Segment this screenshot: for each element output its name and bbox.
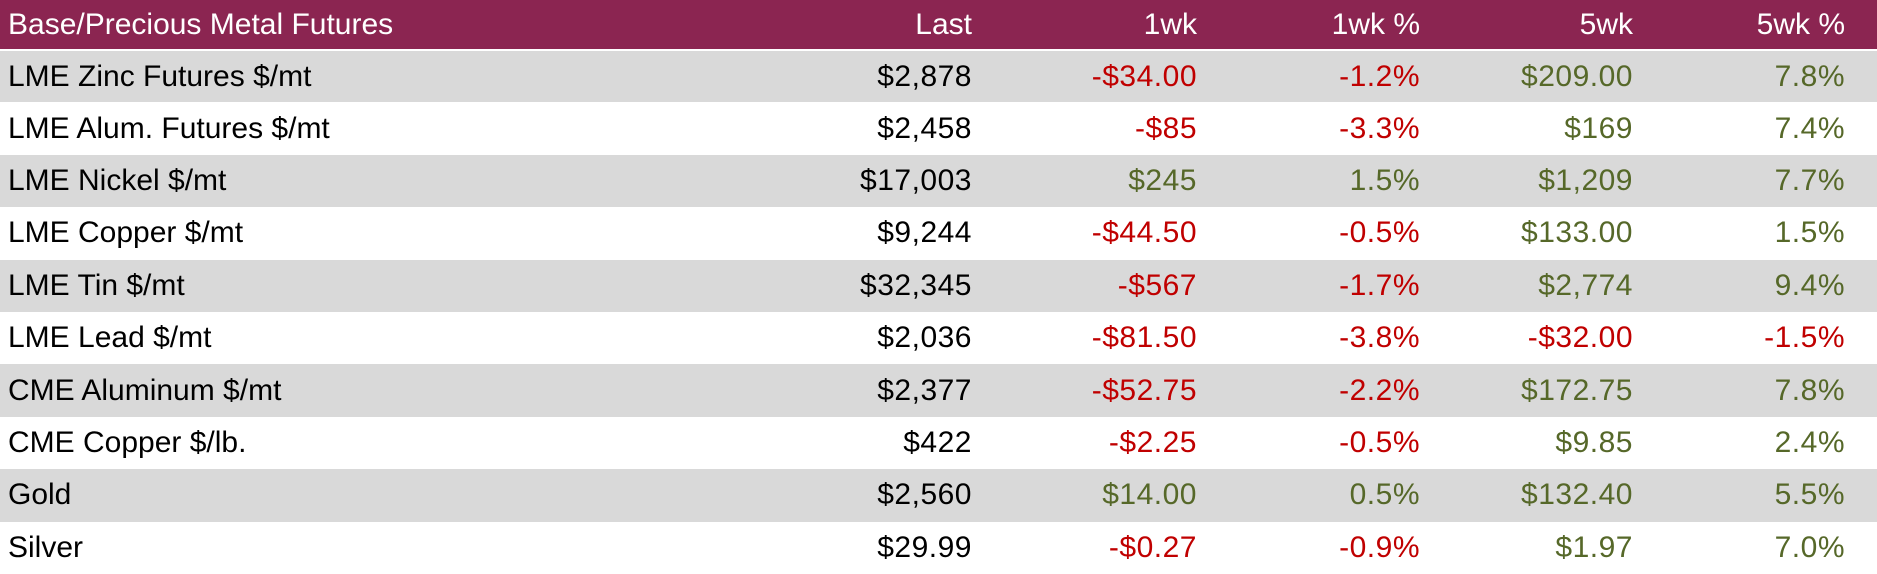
column-header-last: Last (700, 0, 972, 51)
last-value: $29.99 (877, 530, 972, 564)
wk5-change: $133.00 (1521, 216, 1633, 250)
row-label: LME Zinc Futures $/mt (8, 59, 312, 93)
wk1-percent: 0.5% (1349, 478, 1420, 512)
wk5-percent: 7.7% (1774, 163, 1845, 197)
wk5-change: -$32.00 (1527, 321, 1633, 355)
table-row: LME Nickel $/mt $17,003 $245 1.5% $1,209 7.7% (0, 154, 1877, 208)
table-row: LME Lead $/mt $2,036 -$81.50 -3.8% -$32.00 -1… (0, 311, 1877, 365)
row-label: LME Nickel $/mt (8, 163, 227, 197)
wk5-percent: 7.8% (1774, 373, 1845, 407)
row-label: CME Copper $/lb. (8, 425, 247, 459)
wk5-percent: 9.4% (1774, 268, 1845, 302)
wk1-change: -$44.50 (1091, 216, 1197, 250)
table-row: LME Tin $/mt $32,345 -$567 -1.7% $2,774 9.4% (0, 259, 1877, 312)
header-row: Base/Precious Metal Futures Last 1wk 1wk… (0, 0, 1877, 51)
wk5-change: $1.97 (1555, 530, 1633, 564)
wk1-percent: -3.3% (1339, 111, 1420, 145)
wk5-change: $172.75 (1521, 373, 1633, 407)
wk5-change: $132.40 (1521, 478, 1633, 512)
row-label: LME Alum. Futures $/mt (8, 111, 330, 145)
last-value: $2,878 (877, 59, 972, 93)
wk5-change: $2,774 (1538, 268, 1633, 302)
row-label: LME Copper $/mt (8, 216, 244, 250)
table-row: LME Copper $/mt $9,244 -$44.50 -0.5% $133.00… (0, 207, 1877, 260)
wk1-change: -$0.27 (1108, 530, 1197, 564)
wk1-change: -$85 (1134, 111, 1197, 145)
table-row: Gold $2,560 $14.00 0.5% $132.40 5.5% (0, 469, 1877, 522)
table-body: LME Zinc Futures $/mt $2,878 -$34.00 -1.2% $… (0, 50, 1877, 574)
wk5-percent: 7.8% (1774, 59, 1845, 93)
wk5-change: $169 (1564, 111, 1633, 145)
column-header-5wk: 5wk (1420, 0, 1633, 51)
last-value: $2,036 (877, 321, 972, 355)
last-value: $2,377 (877, 373, 972, 407)
row-label: LME Tin $/mt (8, 268, 185, 302)
wk1-change: -$2.25 (1108, 425, 1197, 459)
table-row: Silver $29.99 -$0.27 -0.9% $1.97 7.0% (0, 521, 1877, 574)
column-header-5wk-pct: 5wk % (1633, 0, 1877, 51)
last-value: $17,003 (860, 163, 972, 197)
row-label: LME Lead $/mt (8, 321, 212, 355)
row-label: Silver (8, 530, 84, 564)
wk1-percent: -2.2% (1339, 373, 1420, 407)
wk5-percent: 2.4% (1774, 425, 1845, 459)
wk1-change: $245 (1128, 163, 1197, 197)
wk5-percent: 7.0% (1774, 530, 1845, 564)
wk5-change: $1,209 (1538, 163, 1633, 197)
wk1-percent: 1.5% (1349, 163, 1420, 197)
wk1-percent: -0.9% (1339, 530, 1420, 564)
wk1-change: -$34.00 (1091, 59, 1197, 93)
wk1-change: -$81.50 (1091, 321, 1197, 355)
last-value: $9,244 (877, 216, 972, 250)
table-row: LME Alum. Futures $/mt $2,458 -$85 -3.3% $16… (0, 102, 1877, 155)
row-label: CME Aluminum $/mt (8, 373, 282, 407)
last-value: $422 (903, 425, 972, 459)
wk5-change: $209.00 (1521, 59, 1633, 93)
wk5-change: $9.85 (1555, 425, 1633, 459)
wk5-percent: 7.4% (1774, 111, 1845, 145)
wk5-percent: 1.5% (1774, 216, 1845, 250)
table-title: Base/Precious Metal Futures (0, 0, 700, 51)
wk1-change: -$567 (1117, 268, 1197, 302)
last-value: $2,560 (877, 478, 972, 512)
wk5-percent: 5.5% (1774, 478, 1845, 512)
wk1-percent: -0.5% (1339, 425, 1420, 459)
column-header-1wk: 1wk (972, 0, 1197, 51)
last-value: $32,345 (860, 268, 972, 302)
table-row: LME Zinc Futures $/mt $2,878 -$34.00 -1.2% $… (0, 50, 1877, 103)
wk1-percent: -3.8% (1339, 321, 1420, 355)
wk5-percent: -1.5% (1764, 321, 1845, 355)
table-row: CME Copper $/lb. $422 -$2.25 -0.5% $9.85 2.4% (0, 416, 1877, 470)
last-value: $2,458 (877, 111, 972, 145)
table-row: CME Aluminum $/mt $2,377 -$52.75 -2.2% $172.… (0, 364, 1877, 417)
wk1-change: -$52.75 (1091, 373, 1197, 407)
wk1-change: $14.00 (1102, 478, 1197, 512)
row-label: Gold (8, 478, 72, 512)
wk1-percent: -1.7% (1339, 268, 1420, 302)
wk1-percent: -1.2% (1339, 59, 1420, 93)
wk1-percent: -0.5% (1339, 216, 1420, 250)
column-header-1wk-pct: 1wk % (1197, 0, 1420, 51)
